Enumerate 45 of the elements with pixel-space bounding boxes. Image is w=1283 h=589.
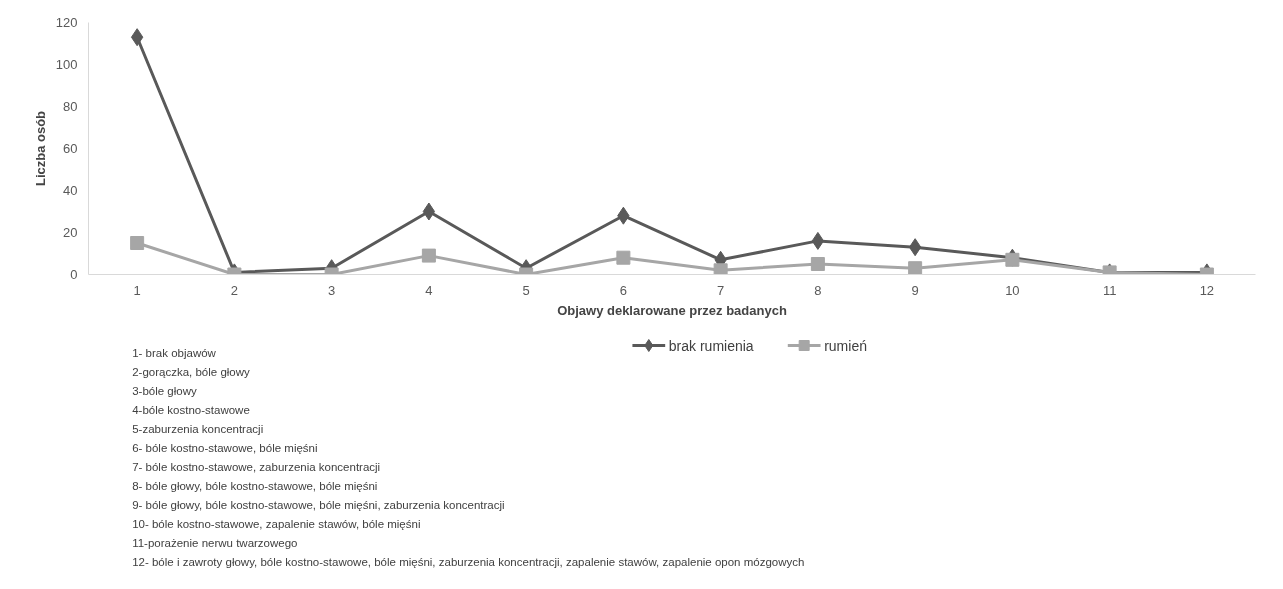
text: 2-gorączka, bóle głowy xyxy=(132,365,251,378)
x-tick-label: 9 xyxy=(911,282,919,298)
point xyxy=(810,257,825,271)
y-tick-label: 20 xyxy=(63,225,78,240)
x-tick-label: 2 xyxy=(230,282,238,298)
x-tick-label: 1 xyxy=(133,282,141,298)
y-tick-label: 60 xyxy=(63,141,78,156)
x-tick-label: 12 xyxy=(1199,282,1215,298)
y-tick-label: 0 xyxy=(70,267,78,282)
point xyxy=(1005,252,1020,267)
point xyxy=(616,250,631,265)
x-tick-label: 11 xyxy=(1102,282,1117,298)
y-tick-label: 100 xyxy=(55,57,78,72)
text: 9- bóle głowy, bóle kostno-stawowe, bóle mięśni, zaburzenia koncentracji xyxy=(132,498,505,511)
x-tick-label: 5 xyxy=(522,282,530,298)
text: 4-bóle kostno-stawowe xyxy=(132,403,250,416)
point xyxy=(908,238,922,257)
x-tick-label: 4 xyxy=(425,282,433,298)
y-tick-label: 80 xyxy=(63,99,78,114)
text: 8- bóle głowy, bóle kostno-stawowe, bóle mięśni xyxy=(132,479,378,492)
legend-label: brak rumienia xyxy=(668,337,754,354)
text: 1- brak objawów xyxy=(132,346,217,359)
x-tick-label: 3 xyxy=(328,282,336,298)
legend-label: rumień xyxy=(824,337,867,354)
text: 12- bóle i zawroty głowy, bóle kostno-stawowe, bóle mięśni, zaburzenia koncentracji, zapalenie stawów, zapalenie opon mózgowych xyxy=(132,555,805,568)
point xyxy=(811,231,825,250)
x-tick-label: 6 xyxy=(619,282,627,298)
text: 7- bóle kostno-stawowe, zaburzenia koncentracji xyxy=(132,460,381,473)
y-tick-label: 40 xyxy=(63,183,78,198)
text: 10- bóle kostno-stawowe, zapalenie stawów, bóle mięśni xyxy=(132,517,421,530)
text: 5-zaburzenia koncentracji xyxy=(132,422,264,435)
x-axis-title: Objawy deklarowane przez badanych xyxy=(557,302,787,318)
point xyxy=(130,236,145,250)
text: 3-bóle głowy xyxy=(132,384,197,397)
text: 11-porażenie nerwu twarzowego xyxy=(132,536,298,549)
text: 6- bóle kostno-stawowe, bóle mięśni xyxy=(132,441,318,454)
y-tick-label: 120 xyxy=(55,15,78,30)
point xyxy=(908,261,923,275)
x-tick-label: 7 xyxy=(717,282,725,298)
point xyxy=(421,248,436,263)
point xyxy=(713,263,728,275)
x-tick-label: 10 xyxy=(1005,282,1020,298)
point xyxy=(422,202,436,221)
y-axis-title: Liczba osób xyxy=(32,110,48,187)
x-tick-label: 8 xyxy=(814,282,822,298)
